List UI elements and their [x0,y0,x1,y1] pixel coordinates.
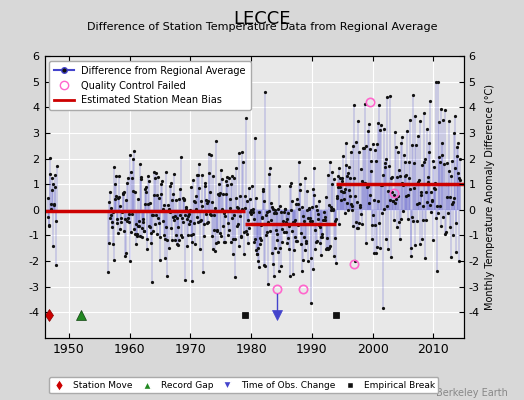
Legend: Difference from Regional Average, Quality Control Failed, Estimated Station Mean: Difference from Regional Average, Qualit… [49,61,251,110]
Text: Berkeley Earth: Berkeley Earth [436,388,508,398]
Text: LECCE: LECCE [233,10,291,28]
Legend: Station Move, Record Gap, Time of Obs. Change, Empirical Break: Station Move, Record Gap, Time of Obs. C… [49,377,439,394]
Text: Difference of Station Temperature Data from Regional Average: Difference of Station Temperature Data f… [87,22,437,32]
Y-axis label: Monthly Temperature Anomaly Difference (°C): Monthly Temperature Anomaly Difference (… [485,84,495,310]
